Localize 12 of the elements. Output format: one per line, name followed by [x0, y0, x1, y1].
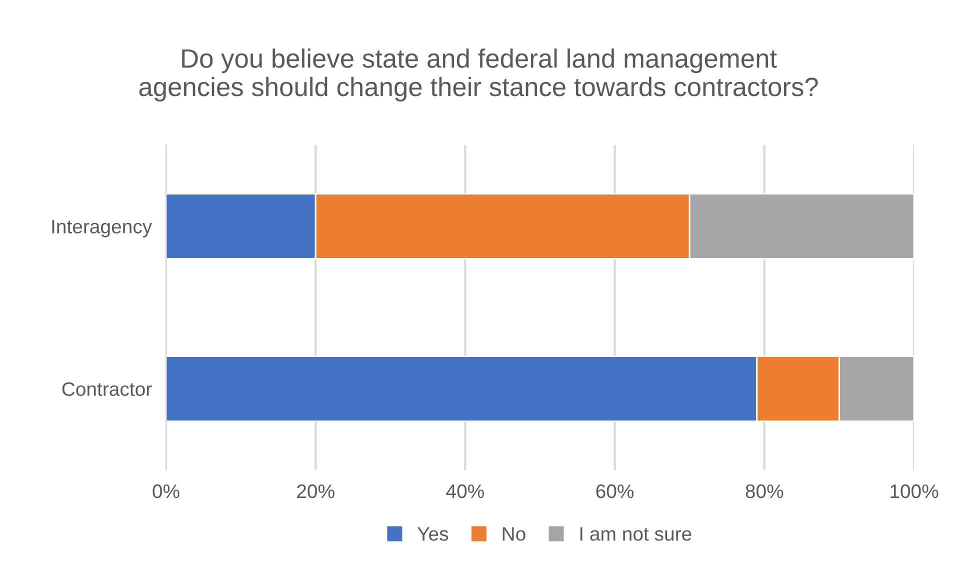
- y-tick-label: Contractor: [62, 382, 152, 396]
- x-tick-label: 80%: [746, 484, 784, 498]
- x-tick-label: 20%: [297, 484, 334, 498]
- x-tick-label: 0%: [152, 484, 180, 498]
- x-tick-label: 100%: [890, 484, 938, 498]
- y-tick-label: Interagency: [52, 220, 152, 238]
- legend-label: I am not sure: [580, 527, 692, 541]
- chart-title: Do you believe state and federal land management agencies should change their stance towards contractors?: [139, 48, 818, 102]
- legend-label: No: [502, 527, 526, 541]
- x-tick-label: 40%: [446, 484, 484, 498]
- x-tick-label: 60%: [596, 484, 634, 498]
- legend-label: Yes: [417, 527, 448, 541]
